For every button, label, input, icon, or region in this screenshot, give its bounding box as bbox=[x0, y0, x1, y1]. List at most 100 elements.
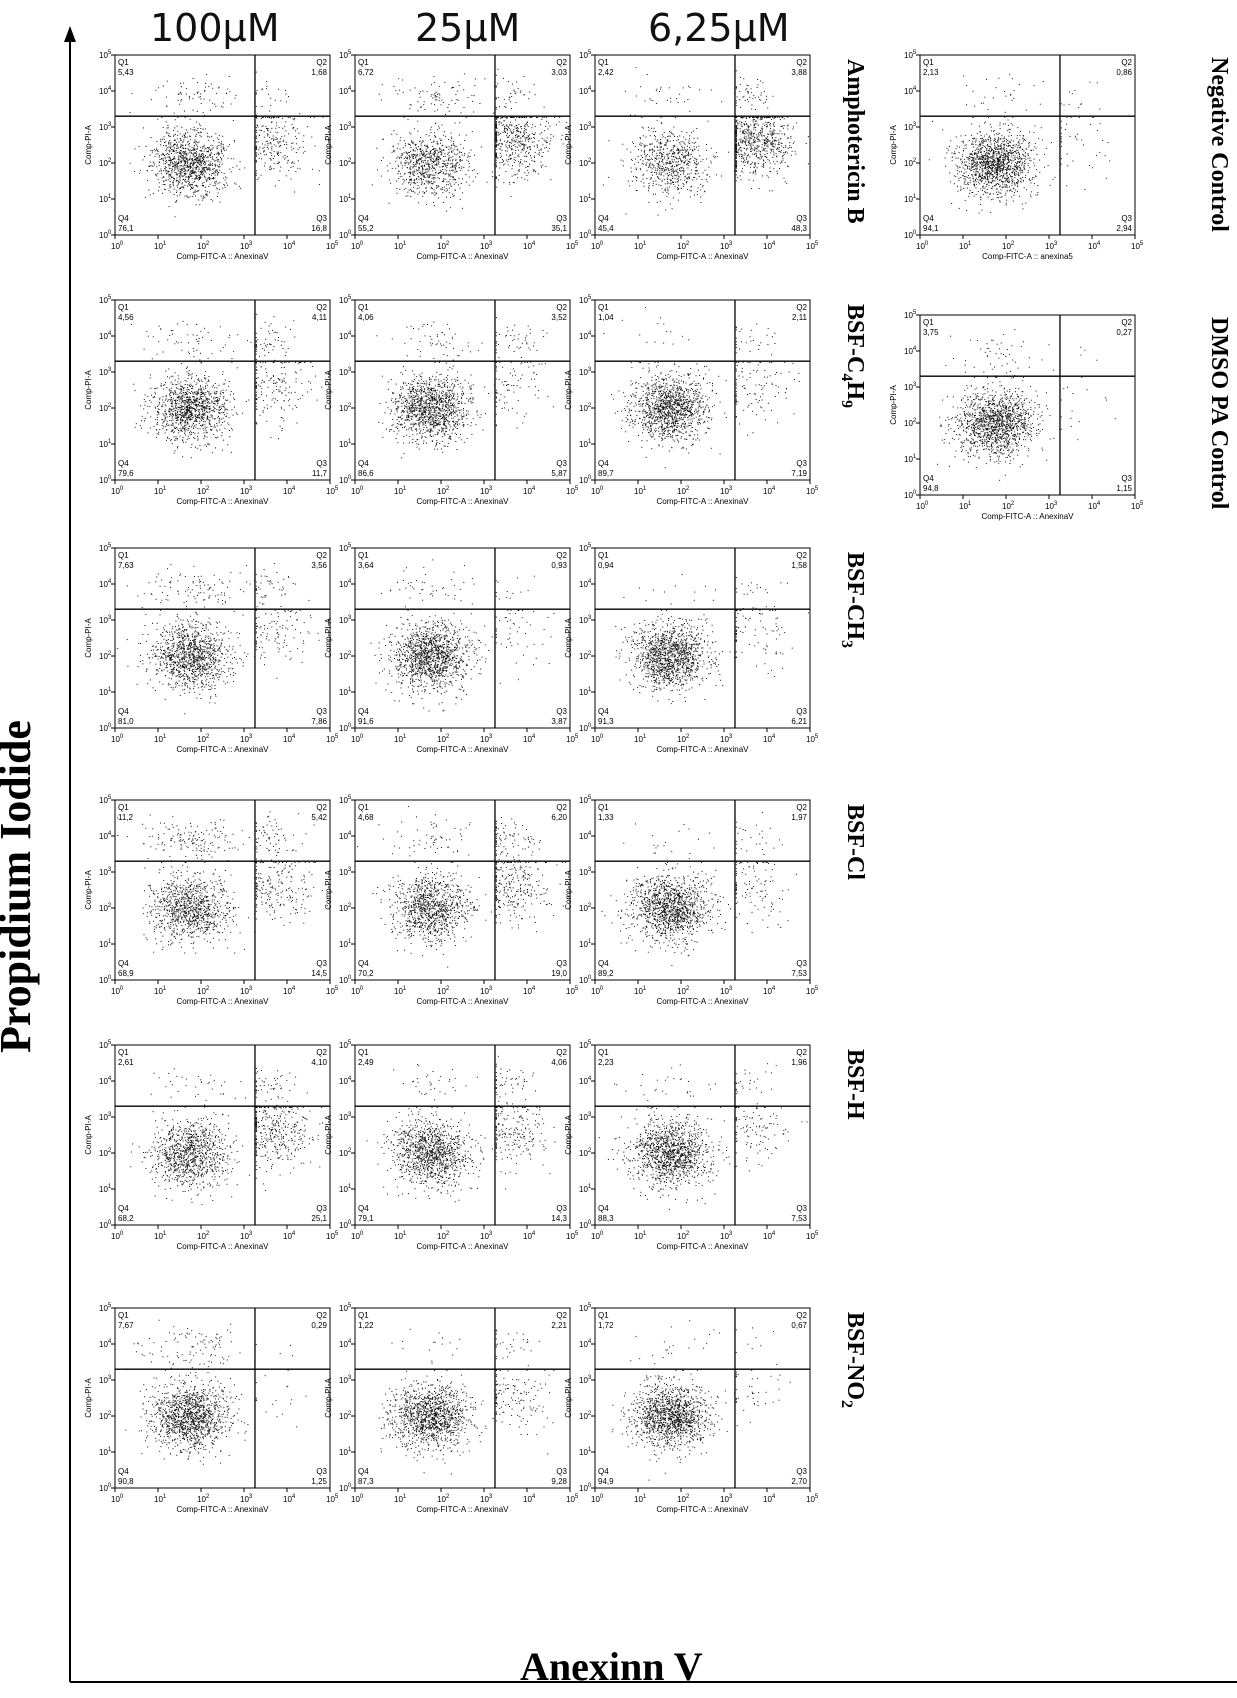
quadrant-name-q1: Q1 bbox=[118, 551, 129, 560]
y-tick-label: 101 bbox=[579, 687, 592, 697]
y-tick-label: 101 bbox=[339, 1184, 352, 1194]
x-tick-label: 103 bbox=[240, 1231, 253, 1241]
y-tick-label: 102 bbox=[579, 1411, 592, 1421]
x-tick-label: 100 bbox=[111, 734, 124, 744]
y-tick-label: 104 bbox=[339, 331, 352, 341]
quadrant-value-q3: 19,0 bbox=[551, 969, 567, 978]
x-tick-label: 105 bbox=[1131, 501, 1144, 511]
y-tick-label: 100 bbox=[339, 230, 352, 240]
quadrant-value-q4: 81,0 bbox=[118, 717, 134, 726]
quadrant-name-q4: Q4 bbox=[118, 214, 129, 223]
scatter-dots bbox=[611, 1320, 791, 1481]
y-tick-label: 104 bbox=[339, 831, 352, 841]
x-tick-label: 100 bbox=[916, 501, 929, 511]
compound-label-bsf-no2: BSF-NO2 bbox=[837, 1312, 868, 1408]
y-tick-label: 101 bbox=[579, 939, 592, 949]
panel-frame bbox=[354, 299, 571, 481]
scatter-dots bbox=[603, 307, 800, 469]
quadrant-name-q4: Q4 bbox=[598, 707, 609, 716]
x-tick-label: 102 bbox=[197, 986, 210, 996]
quadrant-value-q3: 7,19 bbox=[791, 469, 807, 478]
scatter-dots bbox=[125, 1319, 307, 1465]
x-tick-label: 102 bbox=[677, 241, 690, 251]
compound-label-bsf-h: BSF-H bbox=[841, 1049, 868, 1120]
y-tick-label: 104 bbox=[99, 1339, 112, 1349]
y-tick-label: 102 bbox=[99, 403, 112, 413]
x-tick-label: 100 bbox=[351, 986, 364, 996]
y-tick-label: 103 bbox=[339, 615, 352, 625]
scatter-dots bbox=[378, 1328, 555, 1475]
quadrant-value-q2: 3,88 bbox=[791, 68, 807, 77]
scatter-dots bbox=[130, 1068, 323, 1205]
compound-label-bsf-ch3: BSF-CH3 bbox=[837, 552, 868, 648]
y-tick-label: 102 bbox=[579, 158, 592, 168]
quadrant-name-q1: Q1 bbox=[118, 303, 129, 312]
x-tick-label: 105 bbox=[326, 986, 339, 996]
y-tick-label: 101 bbox=[99, 1447, 112, 1457]
panel-x-label: Comp-FITC-A :: AnexinaV bbox=[416, 997, 509, 1006]
x-tick-label: 105 bbox=[566, 486, 579, 496]
quadrant-name-q3: Q3 bbox=[1121, 214, 1132, 223]
quadrant-value-q3: 16,8 bbox=[311, 224, 327, 233]
quadrant-name-q2: Q2 bbox=[1121, 58, 1132, 67]
x-tick-label: 101 bbox=[634, 1494, 647, 1504]
y-tick-label: 101 bbox=[339, 194, 352, 204]
panel-frame bbox=[594, 799, 811, 981]
x-tick-label: 103 bbox=[720, 986, 733, 996]
quadrant-value-q1: 2,61 bbox=[118, 1058, 134, 1067]
quadrant-value-q4: 94,9 bbox=[598, 1477, 614, 1486]
x-tick-label: 104 bbox=[763, 986, 776, 996]
y-tick-label: 105 bbox=[579, 795, 592, 805]
y-tick-label: 100 bbox=[579, 1220, 592, 1230]
quadrant-name-q1: Q1 bbox=[118, 1311, 129, 1320]
compound-label-bsf-cl: BSF-Cl bbox=[841, 804, 868, 880]
scatter-dots bbox=[376, 317, 554, 459]
x-tick-label: 100 bbox=[916, 241, 929, 251]
scatter-dots bbox=[371, 68, 568, 212]
panel-y-label: Comp-PI-A bbox=[564, 870, 573, 910]
quadrant-name-q4: Q4 bbox=[118, 459, 129, 468]
y-tick-label: 103 bbox=[339, 1375, 352, 1385]
panel-frame bbox=[594, 547, 811, 729]
y-tick-label: 104 bbox=[579, 1339, 592, 1349]
quadrant-value-q1: 2,23 bbox=[598, 1058, 614, 1067]
panel-frame bbox=[114, 799, 331, 981]
quadrant-value-q3: 9,28 bbox=[551, 1477, 567, 1486]
quadrant-value-q2: 4,11 bbox=[312, 313, 328, 322]
x-tick-label: 105 bbox=[566, 1231, 579, 1241]
quadrant-value-q3: 2,70 bbox=[791, 1477, 807, 1486]
y-tick-label: 104 bbox=[579, 86, 592, 96]
quadrant-value-q2: 1,58 bbox=[791, 561, 807, 570]
quadrant-name-q2: Q2 bbox=[1121, 318, 1132, 327]
y-tick-label: 103 bbox=[99, 615, 112, 625]
y-tick-label: 102 bbox=[904, 158, 917, 168]
panel-frame bbox=[114, 1044, 331, 1226]
x-tick-label: 102 bbox=[437, 1231, 450, 1241]
y-tick-label: 102 bbox=[579, 403, 592, 413]
quadrant-value-q3: 7,53 bbox=[791, 1214, 807, 1223]
quadrant-value-q1: 2,13 bbox=[923, 68, 939, 77]
y-tick-label: 103 bbox=[99, 1375, 112, 1385]
x-tick-label: 101 bbox=[634, 1231, 647, 1241]
y-tick-label: 100 bbox=[579, 723, 592, 733]
y-tick-label: 102 bbox=[339, 1411, 352, 1421]
y-tick-label: 101 bbox=[579, 1184, 592, 1194]
quadrant-value-q2: 4,10 bbox=[311, 1058, 327, 1067]
x-tick-label: 104 bbox=[763, 734, 776, 744]
x-tick-label: 105 bbox=[806, 486, 819, 496]
quadrant-name-q2: Q2 bbox=[556, 551, 567, 560]
x-tick-label: 102 bbox=[677, 1231, 690, 1241]
x-tick-label: 103 bbox=[240, 734, 253, 744]
y-tick-label: 103 bbox=[99, 122, 112, 132]
panel-x-label: Comp-FITC-A :: AnexinaV bbox=[416, 1242, 509, 1251]
y-tick-label: 103 bbox=[579, 122, 592, 132]
x-tick-label: 103 bbox=[1045, 501, 1058, 511]
y-tick-label: 105 bbox=[579, 295, 592, 305]
y-axis-title: Propidium Iodide bbox=[0, 553, 41, 1053]
y-tick-label: 103 bbox=[904, 382, 917, 392]
